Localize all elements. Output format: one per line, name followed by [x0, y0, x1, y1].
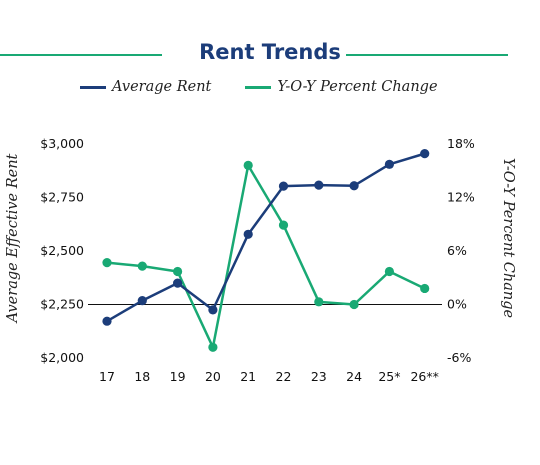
x-tick-label: 23	[311, 369, 327, 384]
data-point-average-rent	[137, 296, 147, 306]
title-rule-right	[346, 54, 508, 56]
legend-swatch-yoy-change	[245, 85, 272, 89]
data-point-yoy-change	[208, 342, 218, 352]
legend-item-yoy-change: Y-O-Y Percent Change	[245, 79, 438, 95]
data-point-yoy-change	[243, 160, 253, 170]
series-line-yoy-change	[106, 164, 426, 349]
y-tick-right: 0%	[447, 297, 467, 312]
data-point-yoy-change	[278, 220, 289, 230]
y-tick-left: $2,250	[40, 297, 84, 312]
legend-label-average-rent: Average Rent	[112, 79, 212, 95]
y-tick-left: $2,750	[40, 190, 84, 205]
data-point-average-rent	[243, 229, 253, 239]
data-point-yoy-change	[384, 266, 394, 277]
data-point-average-rent	[384, 159, 394, 169]
y-tick-left: $2,000	[40, 350, 84, 365]
y-tick-left: $2,500	[40, 243, 84, 258]
y-tick-right: -6%	[447, 350, 471, 365]
series-line-average-rent	[106, 152, 426, 323]
legend: Average Rent Y-O-Y Percent Change	[80, 79, 472, 95]
data-point-average-rent	[102, 316, 112, 326]
data-point-average-rent	[278, 181, 289, 191]
data-point-average-rent	[420, 149, 430, 159]
data-point-yoy-change	[349, 299, 359, 310]
data-point-yoy-change	[173, 266, 183, 277]
data-point-yoy-change	[137, 261, 147, 271]
x-tick-label: 19	[170, 369, 186, 384]
legend-item-average-rent: Average Rent	[80, 79, 211, 95]
x-tick-label: 17	[99, 369, 115, 384]
y-tick-left: $3,000	[40, 136, 84, 151]
x-tick-label: 24	[346, 369, 362, 384]
data-point-yoy-change	[102, 257, 112, 268]
y-tick-right: 6%	[447, 243, 467, 258]
legend-label-yoy-change: Y-O-Y Percent Change	[277, 79, 438, 95]
x-tick-label: 21	[240, 369, 256, 384]
data-point-average-rent	[349, 181, 359, 191]
title-rule-left	[0, 54, 162, 56]
chart-title: Rent Trends	[199, 40, 341, 64]
y-tick-right: 18%	[447, 136, 475, 151]
data-point-average-rent	[173, 278, 183, 288]
data-point-average-rent	[208, 305, 218, 315]
x-tick-label: 26**	[410, 369, 438, 384]
data-point-average-rent	[314, 180, 324, 190]
legend-swatch-average-rent	[80, 85, 106, 89]
x-tick-label: 25*	[378, 369, 400, 384]
x-tick-label: 20	[205, 369, 221, 384]
data-point-yoy-change	[314, 297, 324, 307]
x-tick-label: 18	[134, 369, 150, 384]
y-tick-right: 12%	[447, 190, 475, 205]
x-tick-label: 22	[276, 369, 292, 384]
data-point-yoy-change	[420, 283, 430, 294]
